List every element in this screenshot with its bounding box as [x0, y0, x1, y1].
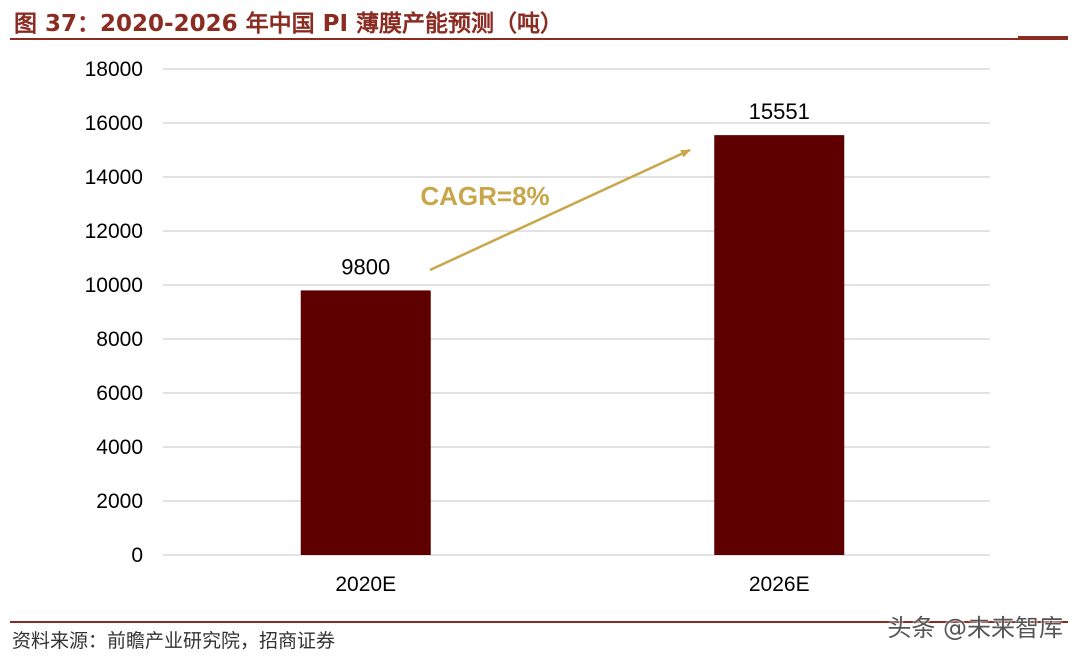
cagr-annotation: CAGR=8%	[420, 181, 549, 211]
y-tick-label: 18000	[85, 58, 143, 81]
y-tick-label: 4000	[96, 436, 143, 459]
x-tick-label: 2020E	[335, 573, 396, 596]
y-tick-label: 14000	[85, 166, 143, 189]
source-note: 资料来源：前瞻产业研究院，招商证券	[12, 630, 336, 652]
figure-title: 图 37：2020-2026 年中国 PI 薄膜产能预测（吨）	[14, 11, 564, 37]
data-labels: 9800 15551	[341, 99, 810, 279]
y-tick-label: 8000	[96, 328, 143, 351]
y-axis-ticks: 0 2000 4000 6000 8000 10000 12000 14000 16000 180…	[85, 58, 143, 567]
data-label: 9800	[341, 254, 390, 279]
source-divider	[10, 621, 1068, 623]
title-divider-accent	[1018, 36, 1068, 39]
x-tick-label: 2026E	[749, 573, 810, 596]
y-tick-label: 6000	[96, 382, 143, 405]
data-label: 15551	[749, 99, 810, 124]
y-tick-label: 2000	[96, 490, 143, 513]
y-tick-label: 12000	[85, 220, 143, 243]
title-divider	[10, 38, 1068, 40]
bar-chart: 0 2000 4000 6000 8000 10000 12000 14000 16000 180…	[85, 58, 990, 596]
bars	[300, 135, 845, 556]
watermark: 头条 @未来智库	[887, 614, 1063, 642]
cagr-arrow	[429, 148, 691, 272]
x-axis-ticks: 2020E 2026E	[335, 573, 809, 596]
y-tick-label: 0	[131, 544, 143, 567]
y-tick-label: 16000	[85, 112, 143, 135]
gridlines	[163, 68, 990, 556]
bar-2020E	[300, 290, 431, 555]
y-tick-label: 10000	[85, 274, 143, 297]
bar-2026E	[714, 135, 845, 556]
